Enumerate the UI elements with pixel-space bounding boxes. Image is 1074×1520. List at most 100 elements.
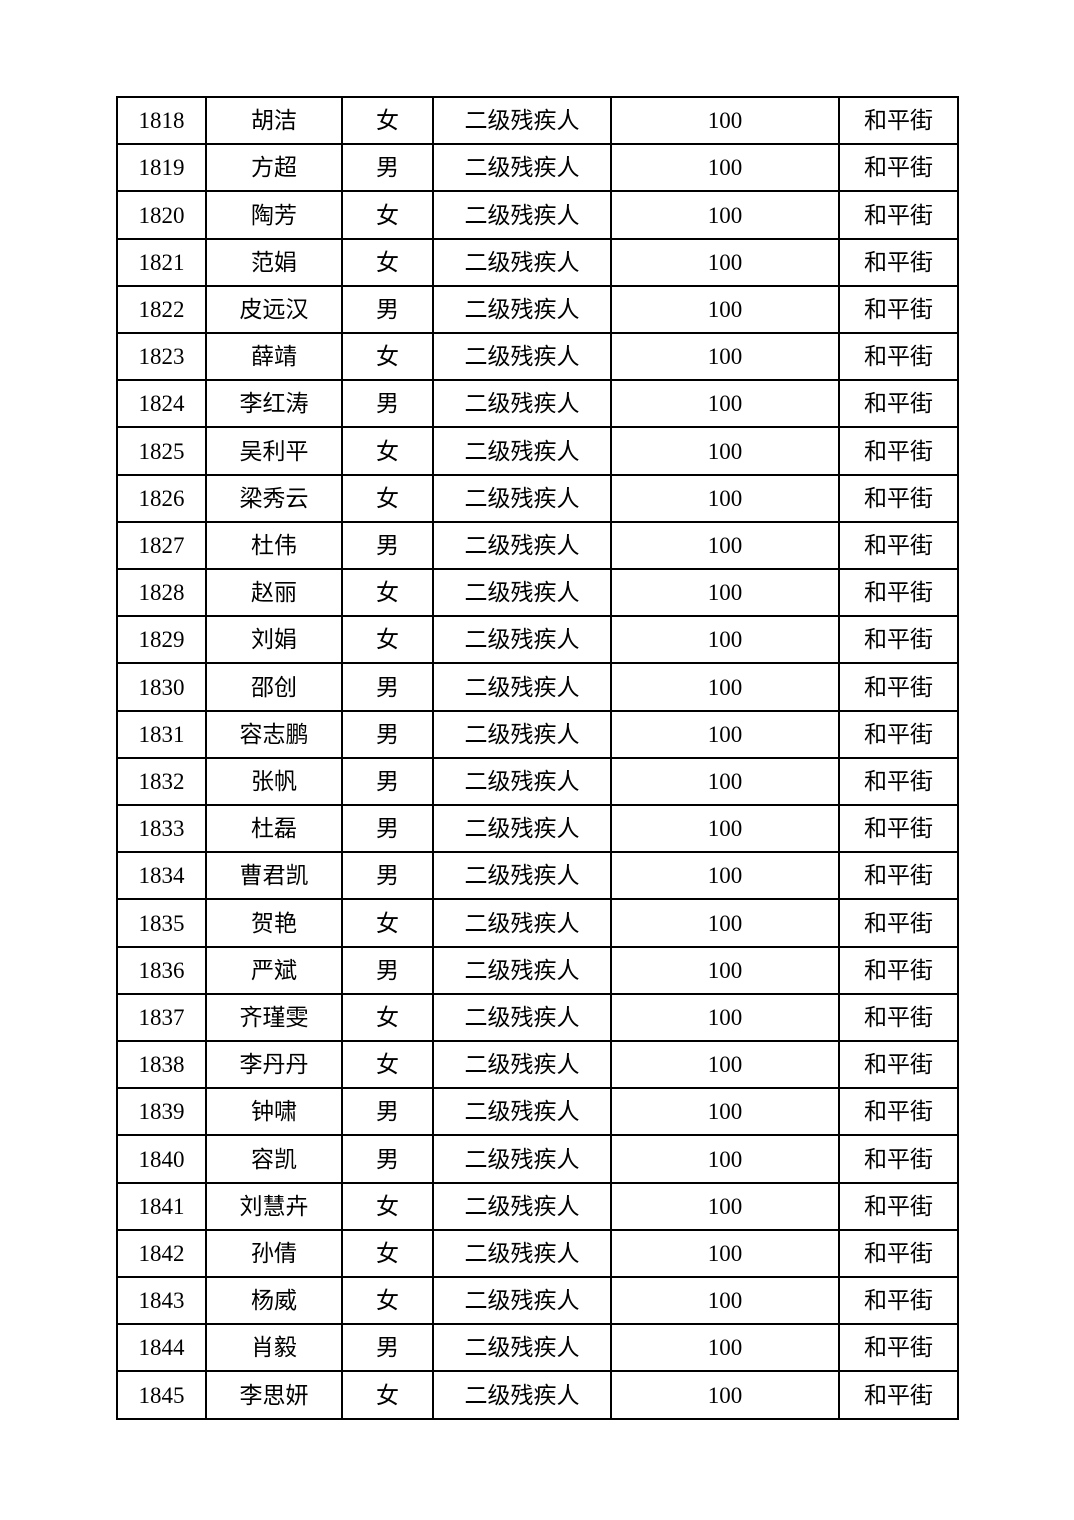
street-cell: 和平街 (838, 1370, 959, 1420)
amount-cell: 100 (610, 615, 840, 665)
gender-cell: 男 (341, 1323, 434, 1373)
table-row: 1830 邵创男二级残疾人 100 和平街 (116, 662, 959, 712)
street-cell: 和平街 (838, 898, 959, 948)
table-row: 1822 皮远汉男二级残疾人 100 和平街 (116, 284, 959, 335)
street-cell: 和平街 (838, 851, 959, 901)
amount-cell: 100 (610, 945, 840, 995)
serial-cell: 1818 (116, 95, 207, 146)
gender-cell: 男 (341, 709, 434, 759)
name-cell: 孙倩 (205, 1228, 343, 1279)
table-row: 1833 杜磊男二级残疾人 100 和平街 (116, 804, 959, 854)
street-cell: 和平街 (838, 473, 959, 523)
category-cell: 二级残疾人 (432, 898, 612, 948)
serial-cell: 1837 (116, 992, 207, 1043)
name-cell: 吴利平 (205, 426, 343, 476)
street-cell: 和平街 (838, 662, 959, 712)
gender-cell: 男 (341, 379, 434, 429)
serial-cell: 1822 (116, 284, 207, 335)
name-cell: 严斌 (205, 945, 343, 995)
gender-cell: 男 (341, 143, 434, 193)
name-cell: 刘娟 (205, 615, 343, 665)
amount-cell: 100 (610, 851, 840, 901)
serial-cell: 1825 (116, 426, 207, 476)
name-cell: 赵丽 (205, 568, 343, 618)
serial-cell: 1823 (116, 332, 207, 382)
gender-cell: 女 (341, 898, 434, 948)
category-cell: 二级残疾人 (432, 1087, 612, 1137)
serial-cell: 1843 (116, 1276, 207, 1326)
street-cell: 和平街 (838, 1087, 959, 1137)
category-cell: 二级残疾人 (432, 332, 612, 382)
name-cell: 钟啸 (205, 1087, 343, 1137)
category-cell: 二级残疾人 (432, 992, 612, 1043)
table-row: 1829 刘娟女二级残疾人 100 和平街 (116, 615, 959, 665)
name-cell: 杨威 (205, 1276, 343, 1326)
category-cell: 二级残疾人 (432, 1370, 612, 1420)
amount-cell: 100 (610, 1323, 840, 1373)
street-cell: 和平街 (838, 1276, 959, 1326)
street-cell: 和平街 (838, 1040, 959, 1090)
gender-cell: 女 (341, 615, 434, 665)
table-row: 1844 肖毅男二级残疾人 100 和平街 (116, 1323, 959, 1373)
table-row: 1838 李丹丹女二级残疾人 100 和平街 (116, 1040, 959, 1090)
gender-cell: 男 (341, 662, 434, 712)
gender-cell: 男 (341, 284, 434, 335)
table-row: 1827 杜伟男二级残疾人 100 和平街 (116, 520, 959, 571)
gender-cell: 女 (341, 473, 434, 523)
serial-cell: 1828 (116, 568, 207, 618)
gender-cell: 女 (341, 1228, 434, 1279)
gender-cell: 女 (341, 1276, 434, 1326)
gender-cell: 男 (341, 945, 434, 995)
gender-cell: 女 (341, 95, 434, 146)
table-row: 1824 李红涛男二级残疾人 100 和平街 (116, 379, 959, 429)
category-cell: 二级残疾人 (432, 568, 612, 618)
category-cell: 二级残疾人 (432, 190, 612, 240)
category-cell: 二级残疾人 (432, 1134, 612, 1184)
table-row: 1820 陶芳女二级残疾人 100 和平街 (116, 190, 959, 240)
street-cell: 和平街 (838, 756, 959, 807)
gender-cell: 女 (341, 1181, 434, 1231)
street-cell: 和平街 (838, 992, 959, 1043)
gender-cell: 男 (341, 804, 434, 854)
category-cell: 二级残疾人 (432, 95, 612, 146)
amount-cell: 100 (610, 1040, 840, 1090)
street-cell: 和平街 (838, 520, 959, 571)
serial-cell: 1840 (116, 1134, 207, 1184)
name-cell: 贺艳 (205, 898, 343, 948)
table-row: 1834 曹君凯男二级残疾人 100 和平街 (116, 851, 959, 901)
table-row: 1842 孙倩女二级残疾人 100 和平街 (116, 1228, 959, 1279)
category-cell: 二级残疾人 (432, 1323, 612, 1373)
name-cell: 胡洁 (205, 95, 343, 146)
name-cell: 张帆 (205, 756, 343, 807)
amount-cell: 100 (610, 1276, 840, 1326)
category-cell: 二级残疾人 (432, 520, 612, 571)
name-cell: 容凯 (205, 1134, 343, 1184)
category-cell: 二级残疾人 (432, 662, 612, 712)
name-cell: 方超 (205, 143, 343, 193)
street-cell: 和平街 (838, 95, 959, 146)
amount-cell: 100 (610, 662, 840, 712)
category-cell: 二级残疾人 (432, 945, 612, 995)
gender-cell: 女 (341, 237, 434, 287)
amount-cell: 100 (610, 143, 840, 193)
table-body: 1818 胡洁女二级残疾人 100 和平街 1819 方超男二级残疾人 100 和平街 1820… (116, 95, 959, 1420)
table-row: 1818 胡洁女二级残疾人 100 和平街 (116, 95, 959, 146)
name-cell: 皮远汉 (205, 284, 343, 335)
category-cell: 二级残疾人 (432, 851, 612, 901)
table-row: 1839 钟啸男二级残疾人 100 和平街 (116, 1087, 959, 1137)
category-cell: 二级残疾人 (432, 1228, 612, 1279)
street-cell: 和平街 (838, 568, 959, 618)
table-row: 1836 严斌男二级残疾人 100 和平街 (116, 945, 959, 995)
street-cell: 和平街 (838, 1181, 959, 1231)
category-cell: 二级残疾人 (432, 1181, 612, 1231)
serial-cell: 1820 (116, 190, 207, 240)
category-cell: 二级残疾人 (432, 1276, 612, 1326)
gender-cell: 女 (341, 992, 434, 1043)
amount-cell: 100 (610, 473, 840, 523)
street-cell: 和平街 (838, 190, 959, 240)
amount-cell: 100 (610, 804, 840, 854)
table-row: 1837 齐瑾雯女二级残疾人 100 和平街 (116, 992, 959, 1043)
category-cell: 二级残疾人 (432, 804, 612, 854)
category-cell: 二级残疾人 (432, 426, 612, 476)
